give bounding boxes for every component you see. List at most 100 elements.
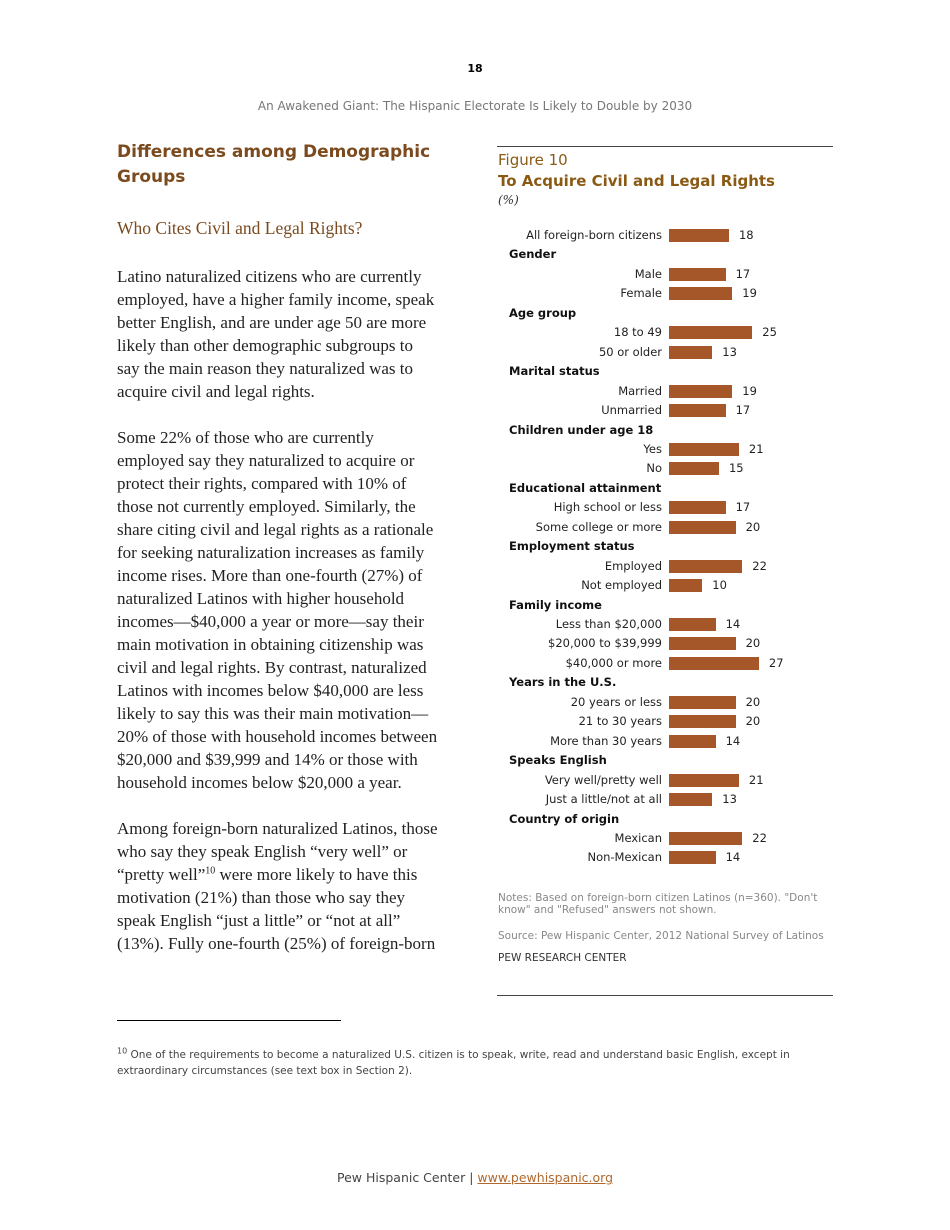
chart-row: No 15: [497, 459, 833, 478]
data-label: 22: [752, 830, 767, 845]
data-label: 13: [722, 792, 737, 807]
text-run: Latino naturalized citizens who are curr…: [117, 267, 422, 286]
bar-chart: All foreign-born citizens 18 Gender Male 17 F…: [497, 226, 833, 868]
page-number: 18: [467, 62, 483, 75]
text-run: Some 22% of those who are currently: [117, 428, 374, 447]
footnote-text: One of the requirements to become a natu…: [117, 1049, 790, 1077]
category-label: Just a little/not at all: [545, 792, 662, 807]
data-label: 14: [725, 617, 741, 631]
category-label: High school or less: [553, 500, 662, 515]
chart-row: Unmarried 17: [497, 401, 833, 420]
text-line: Among foreign-born naturalized Latinos, …: [117, 817, 482, 840]
text-line: who say they speak English “very well” o…: [117, 840, 482, 863]
chart-row: Mexican 22: [497, 829, 833, 848]
text-run: civil and legal rights. By contrast, nat…: [117, 658, 427, 677]
footnote-marker: 10: [117, 1046, 128, 1056]
text-line: civil and legal rights. By contrast, nat…: [117, 656, 482, 679]
text-line: (13%). Fully one-fourth (25%) of foreign…: [117, 932, 482, 955]
paragraph: Some 22% of those who are currently emplo…: [117, 426, 482, 794]
bar: [669, 656, 759, 670]
paragraph: Among foreign-born naturalized Latinos, …: [117, 817, 482, 955]
paragraph: Latino naturalized citizens who are curr…: [117, 265, 482, 403]
group-label: Family income: [509, 597, 602, 612]
bar: [669, 501, 726, 515]
text-run: $20,000 and $39,999 and 14% or those wit…: [117, 750, 418, 769]
text-run: naturalized Latinos with higher househol…: [117, 589, 405, 608]
category-label: Employed: [604, 558, 662, 573]
text-run: better English, and are under age 50 are…: [117, 313, 427, 332]
chart-row: $40,000 or more 27: [497, 654, 833, 673]
figure-top-rule: [497, 146, 833, 147]
body-text: Latino naturalized citizens who are curr…: [117, 265, 482, 978]
chart-row: 18 to 49 25: [497, 323, 833, 342]
bar: [669, 384, 733, 398]
chart-group-header: Employment status: [497, 537, 833, 556]
text-line: motivation (21%) than those who say they: [117, 886, 482, 909]
bar: [669, 442, 739, 456]
text-line: “pretty well”10 were more likely to have…: [117, 863, 482, 886]
category-label: 20 years or less: [570, 694, 662, 709]
category-label: Mexican: [614, 830, 662, 845]
chart-group-header: Educational attainment: [497, 479, 833, 498]
group-label: Marital status: [509, 364, 600, 379]
bar: [669, 793, 713, 807]
chart-group-header: Speaks English: [497, 751, 833, 770]
data-label: 25: [762, 325, 777, 340]
chart-row: Very well/pretty well 21: [497, 771, 833, 790]
running-head: An Awakened Giant: The Hispanic Electora…: [257, 99, 693, 113]
text-run: incomes—$40,000 a year or more—say their: [117, 612, 424, 631]
chart-row: 50 or older 13: [497, 343, 833, 362]
text-line: say the main reason they naturalized was…: [117, 357, 482, 380]
figure-title: To Acquire Civil and Legal Rights: [498, 172, 775, 190]
text-run: household incomes below $20,000 a year.: [117, 773, 402, 792]
bar: [669, 345, 713, 359]
chart-row: Just a little/not at all 13: [497, 790, 833, 809]
data-label: 20: [745, 636, 761, 651]
category-label: No: [646, 461, 662, 476]
website-link[interactable]: www.pewhispanic.org: [477, 1170, 614, 1185]
group-label: Speaks English: [509, 753, 607, 768]
chart-row: 21 to 30 years 20: [497, 712, 833, 731]
data-label: 10: [712, 578, 727, 593]
chart-row: Male 17: [497, 265, 833, 284]
bar: [669, 851, 716, 865]
category-label: Less than $20,000: [555, 617, 662, 631]
chart-row: Not employed 10: [497, 576, 833, 595]
bar: [669, 831, 743, 845]
footnote-reference[interactable]: 10: [205, 865, 216, 877]
text-line: 20% of those with household incomes betw…: [117, 725, 482, 748]
bar: [669, 462, 719, 476]
text-run: 20% of those with household incomes betw…: [117, 727, 438, 746]
data-label: 19: [742, 286, 757, 301]
category-label: More than 30 years: [550, 733, 662, 748]
chart-group-header: Years in the U.S.: [497, 673, 833, 692]
text-line: employed say they naturalized to acquire…: [117, 449, 482, 472]
text-run: Latinos with incomes below $40,000 are l…: [117, 681, 424, 700]
bar: [669, 267, 726, 281]
text-run: acquire civil and legal rights.: [117, 382, 315, 401]
data-label: 14: [725, 850, 741, 865]
text-run: Among foreign-born naturalized Latinos, …: [117, 819, 438, 838]
group-label: Employment status: [509, 539, 635, 554]
text-run: (13%). Fully one-fourth (25%) of foreign…: [117, 934, 436, 953]
text-line: those not currently employed. Similarly,…: [117, 495, 482, 518]
group-label: Country of origin: [509, 811, 620, 826]
text-run: main motivation in obtaining citizenship…: [117, 635, 424, 654]
chart-row: High school or less 17: [497, 498, 833, 517]
text-run: were more likely to have this: [215, 865, 418, 884]
text-line: income rises. More than one-fourth (27%)…: [117, 564, 482, 587]
figure-notes: Notes: Based on foreign-born citizen Lat…: [498, 892, 834, 964]
bar: [669, 637, 736, 651]
text-run: motivation (21%) than those who say they: [117, 888, 406, 907]
text-line: $20,000 and $39,999 and 14% or those wit…: [117, 748, 482, 771]
organization-label: PEW RESEARCH CENTER: [498, 952, 627, 964]
category-label: $40,000 or more: [565, 655, 662, 670]
chart-group-header: Age group: [497, 304, 833, 323]
chart-row: Non-Mexican 14: [497, 848, 833, 867]
category-label: Female: [620, 286, 662, 301]
chart-group-header: Gender: [497, 245, 833, 264]
data-label: 20: [745, 694, 761, 709]
group-label: Children under age 18: [509, 422, 654, 437]
text-line: share citing civil and legal rights as a…: [117, 518, 482, 541]
